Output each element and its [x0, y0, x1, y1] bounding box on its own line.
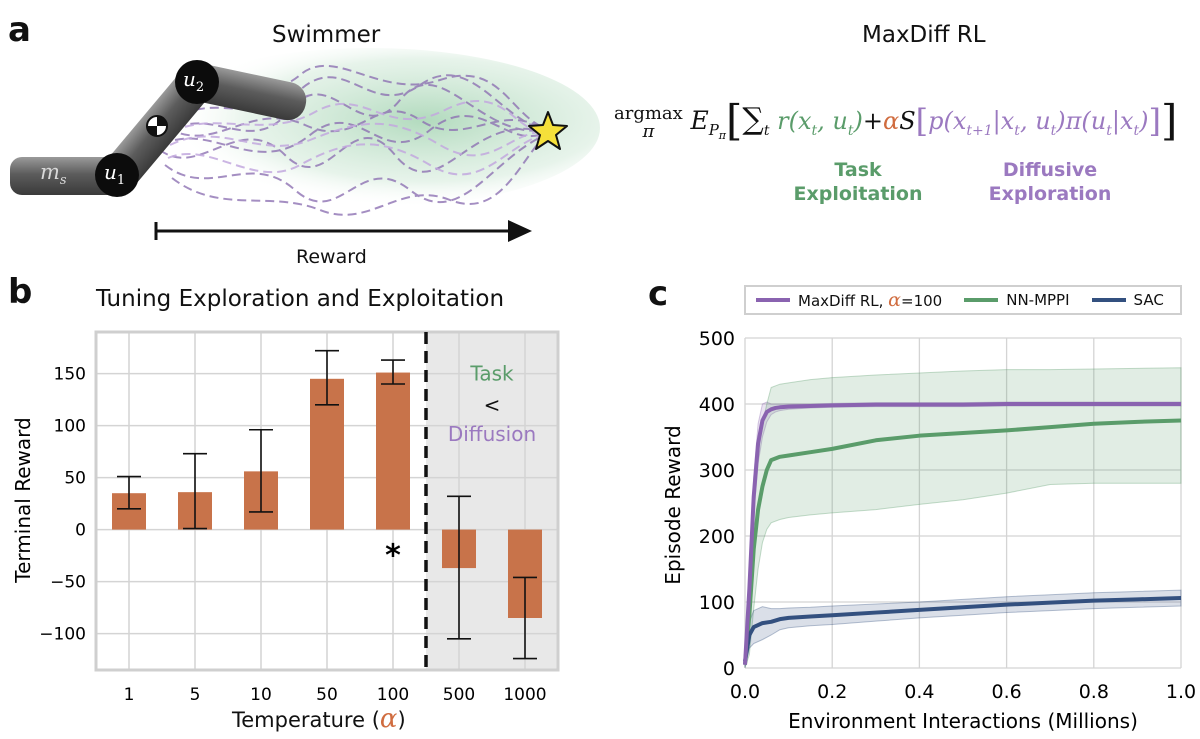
chart-b-annotation-task: Task	[469, 362, 514, 386]
eq-expectation: EPπ	[690, 106, 727, 142]
chart-b-ytick-label: 150	[54, 365, 86, 385]
chart-b-annotation-diffusion: Diffusion	[448, 422, 536, 446]
chart-b-ytick-label: 50	[64, 469, 86, 489]
legend-nnmppi-label: NN-MPPI	[1006, 291, 1070, 309]
chart-c-line-sac	[743, 596, 1182, 662]
chart-b-ytick-label: −100	[39, 625, 86, 645]
chart-b-xtick-label: 50	[316, 685, 338, 705]
chart-b-xtick-label: 1000	[503, 685, 546, 705]
trajectory-lines-light	[167, 100, 546, 176]
chart-c-xtick-label: 0.4	[904, 681, 934, 703]
chart-c-line-nnmppi	[743, 418, 1182, 665]
chart-b-xtick-label: 100	[377, 685, 409, 705]
chart-b-xtick-label: 5	[190, 685, 201, 705]
legend-sac-label: SAC	[1133, 291, 1164, 309]
maxdiff-title: MaxDiff RL	[862, 22, 986, 48]
chart-c: 0 100 200 300 400 500 0.0 0.2 0.4 0.6 0.8 1.0 Epis…	[661, 328, 1196, 733]
chart-c-line-maxdiff	[743, 402, 1181, 665]
panel-a-label: a	[8, 10, 31, 50]
chart-c-xtick-label: 1.0	[1166, 681, 1196, 703]
eq-density-term: p(xt+1|xt, ut)π(ut|xt)	[928, 107, 1149, 139]
swimmer-title: Swimmer	[272, 22, 381, 48]
chart-c-ytick-label: 0	[723, 658, 735, 680]
chart-c-band-sac	[744, 589, 1182, 667]
chart-b-ytick-label: 100	[54, 417, 86, 437]
chart-c-xtick-label: 0.6	[991, 681, 1021, 703]
chart-c-ytick-label: 200	[699, 526, 735, 548]
chart-b-xlabel: Temperature (α)	[232, 704, 406, 734]
chart-c-ytick-label: 400	[699, 394, 735, 416]
chart-c-xtick-label: 0.2	[817, 681, 847, 703]
maxdiff-equation: argmax π EPπ[∑t r(xt, ut)+αS[p(xt+1|xt, u…	[614, 96, 1178, 145]
chart-c-xtick-label: 0.8	[1079, 681, 1109, 703]
eq-sum: ∑	[742, 102, 764, 137]
chart-b-xtick-label: 500	[443, 685, 475, 705]
center-of-mass-icon	[146, 115, 168, 137]
chart-b-ytick-label: −50	[50, 573, 86, 593]
chart-b-xtick-label: 10	[250, 685, 272, 705]
chart-c-ytick-label: 300	[699, 460, 735, 482]
chart-c-xtick-label: 0.0	[730, 681, 760, 703]
chart-c-ytick-label: 500	[699, 328, 735, 350]
chart-c-ylabel: Episode Reward	[661, 425, 685, 584]
chart-b-annotation-lt: <	[484, 393, 501, 417]
chart-b-frame	[94, 330, 560, 672]
legend-maxdiff-swatch	[756, 298, 790, 302]
reward-arrow-head	[508, 220, 532, 242]
reward-arrow-label: Reward	[296, 246, 367, 268]
task-exploitation-label: Task Exploitation	[793, 159, 923, 205]
legend-maxdiff-label: MaxDiff RL, α=100	[798, 289, 943, 311]
chart-b-ylabel: Terminal Reward	[11, 417, 35, 583]
eq-alpha: α	[882, 107, 900, 135]
eq-entropy: S	[899, 107, 916, 135]
panel-c-label: c	[648, 274, 669, 314]
chart-c-ytick-label: 100	[699, 592, 735, 614]
eq-plus: +	[862, 107, 883, 135]
eq-argmax: argmax π	[614, 102, 683, 142]
legend-nnmppi-swatch	[964, 298, 999, 302]
goal-star-icon	[528, 111, 568, 150]
legend-sac-swatch	[1091, 298, 1126, 302]
eq-bracket-open: [	[726, 96, 743, 145]
joint-u2-label: u2	[183, 67, 205, 95]
diffusive-exploration-label: Diffusive Exploration	[988, 159, 1112, 205]
chart-b-bar-100	[376, 372, 410, 530]
swimmer-link-back	[10, 157, 120, 195]
panel-b-label: b	[8, 272, 33, 312]
mass-label: ms	[40, 160, 67, 189]
chart-c-legend: MaxDiff RL, α=100 NN-MPPI SAC	[744, 285, 1182, 315]
chart-c-xlabel: Environment Interactions (Millions)	[788, 709, 1138, 733]
joint-u1-label: u1	[104, 160, 126, 188]
joint-u1	[95, 153, 139, 197]
chart-b: −100 −50 0 50 100 150 1 5 10 50 100 500 1000 * Task…	[11, 330, 560, 705]
chart-b-ytick-label: 0	[75, 521, 86, 541]
eq-bracket-close: ]	[1161, 96, 1178, 145]
chart-b-best-marker: *	[385, 539, 401, 574]
eq-reward-term: r(xt, ut)	[777, 107, 863, 139]
chart-b-title: Tuning Exploration and Exploitation	[96, 286, 505, 312]
swimmer-illustration	[10, 48, 600, 242]
joint-u2	[175, 60, 219, 104]
chart-b-xtick-label: 1	[124, 685, 135, 705]
